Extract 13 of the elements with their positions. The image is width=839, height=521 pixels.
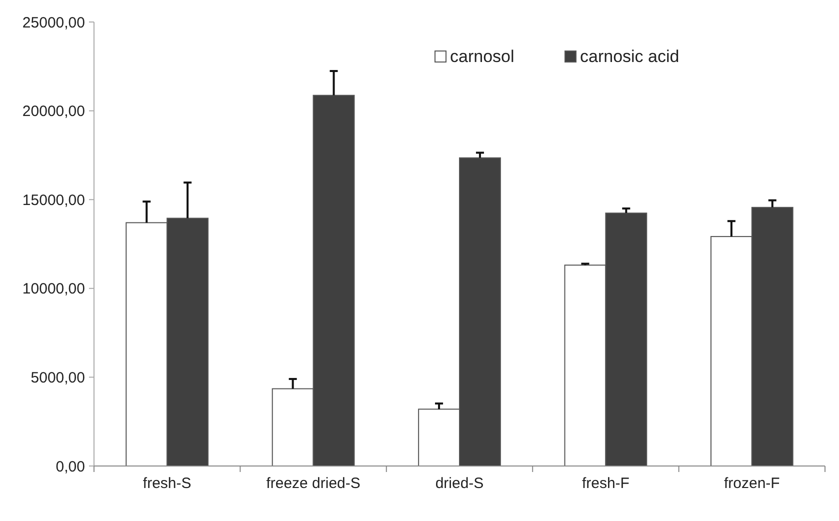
y-tick-label: 25000,00 xyxy=(22,14,85,32)
x-tick-label: fresh-S xyxy=(142,475,192,492)
y-tick-label: 15000,00 xyxy=(22,192,85,209)
legend-label: carnosol xyxy=(450,47,514,66)
x-tick-label: frozen-F xyxy=(724,475,780,492)
y-tick-label: 5000,00 xyxy=(30,369,85,386)
x-tick-label: freeze dried-S xyxy=(266,475,360,492)
x-tick-label: fresh-F xyxy=(582,475,630,492)
legend-label: carnosic acid xyxy=(580,47,680,66)
y-tick-label: 20000,00 xyxy=(22,103,85,120)
y-tick-label: 0,00 xyxy=(56,458,85,476)
y-tick-label: 10000,00 xyxy=(22,280,85,298)
x-tick-label: dried-S xyxy=(435,475,484,492)
